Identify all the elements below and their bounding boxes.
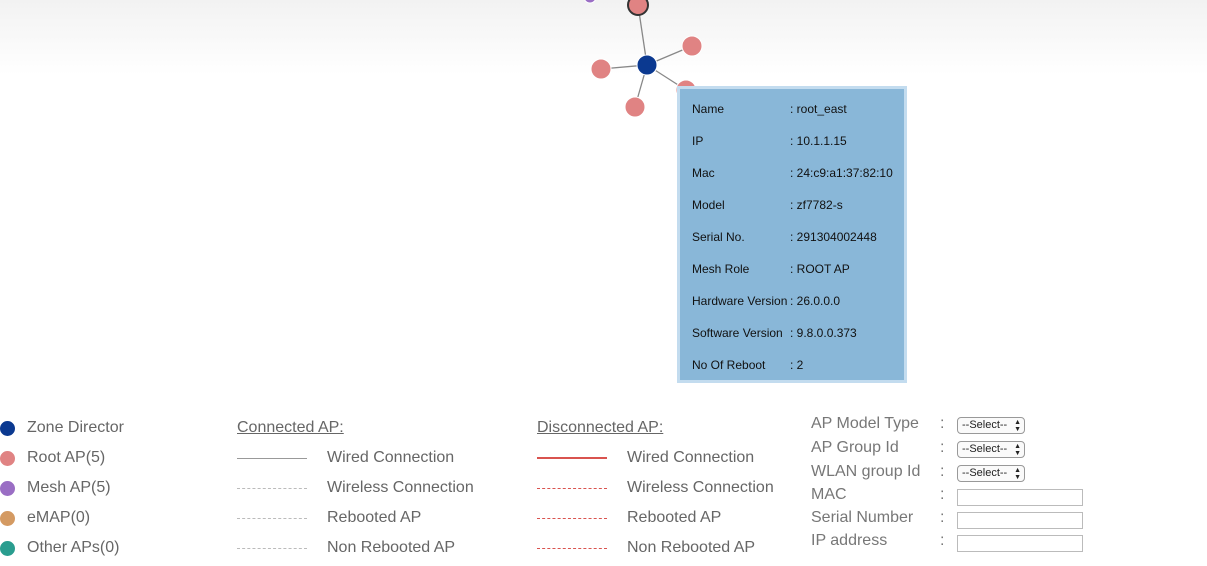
- colon: :: [940, 509, 945, 526]
- mesh-ap-dot-icon: [0, 481, 15, 496]
- colon: :: [940, 439, 945, 456]
- mesh-ap-node[interactable]: [584, 0, 596, 4]
- disconnected-rebooted-label: Rebooted AP: [627, 509, 722, 526]
- connected-non-rebooted-label: Non Rebooted AP: [327, 539, 456, 556]
- select-value: --Select--: [962, 443, 1008, 455]
- colon: :: [940, 463, 945, 480]
- tooltip-value: : 26.0.0.0: [790, 294, 841, 308]
- zone-director-node[interactable]: [636, 54, 658, 76]
- tooltip-value: : ROOT AP: [790, 262, 850, 276]
- colon: :: [940, 532, 945, 549]
- tooltip-label: Serial No.: [692, 230, 745, 244]
- serial-number-input[interactable]: [957, 512, 1083, 529]
- wired-line-icon: [537, 457, 607, 459]
- tooltip-value: : 291304002448: [790, 230, 877, 244]
- connected-wired-label: Wired Connection: [327, 449, 455, 466]
- tooltip-value: : 10.1.1.15: [790, 134, 847, 148]
- ap-group-id-label: AP Group Id: [811, 439, 899, 456]
- select-value: --Select--: [962, 467, 1008, 479]
- root-ap-node[interactable]: [681, 35, 703, 57]
- colon: :: [940, 415, 945, 432]
- tooltip-label: Mesh Role: [692, 262, 750, 276]
- ap-details-tooltip: Name : root_east IP : 10.1.1.15 Mac : 24…: [677, 86, 907, 383]
- wireless-line-icon: [237, 488, 307, 489]
- select-arrows-icon: ▲ ▼: [1014, 443, 1021, 457]
- rebooted-line-icon: [237, 518, 307, 519]
- wired-line-icon: [237, 458, 307, 459]
- wlan-group-id-select[interactable]: --Select-- ▲ ▼: [957, 465, 1025, 482]
- tooltip-label: Model: [692, 198, 725, 212]
- zone-director-dot-icon: [0, 421, 15, 436]
- tooltip-label: Hardware Version: [692, 294, 788, 308]
- disconnected-wired-label: Wired Connection: [627, 449, 755, 466]
- wlan-group-id-label: WLAN group Id: [811, 463, 921, 480]
- non-rebooted-line-icon: [537, 548, 607, 549]
- tooltip-value: : zf7782-s: [790, 198, 843, 212]
- tooltip-label: Name: [692, 102, 725, 116]
- serial-number-label: Serial Number: [811, 509, 914, 526]
- ap-model-type-select[interactable]: --Select-- ▲ ▼: [957, 417, 1025, 434]
- other-ap-dot-icon: [0, 541, 15, 556]
- select-arrows-icon: ▲ ▼: [1014, 419, 1021, 433]
- mac-label: MAC: [811, 486, 847, 503]
- rebooted-line-icon: [537, 518, 607, 519]
- connected-rebooted-label: Rebooted AP: [327, 509, 422, 526]
- root-ap-node[interactable]: [590, 58, 612, 80]
- topology-graph: [584, 0, 703, 118]
- root-ap-node[interactable]: [624, 96, 646, 118]
- tooltip-value: : 2: [790, 358, 804, 372]
- select-value: --Select--: [962, 419, 1008, 431]
- tooltip-label: Mac: [692, 166, 715, 180]
- tooltip-label: No Of Reboot: [692, 358, 766, 372]
- connected-ap-heading: Connected AP:: [237, 419, 344, 436]
- legend-mesh-ap: Mesh AP(5): [27, 479, 111, 496]
- mac-input[interactable]: [957, 489, 1083, 506]
- ip-address-input[interactable]: [957, 535, 1083, 552]
- tooltip-value: : root_east: [790, 102, 847, 116]
- disconnected-wireless-label: Wireless Connection: [627, 479, 774, 496]
- tooltip-label: IP: [692, 134, 704, 148]
- legend-emap: eMAP(0): [27, 509, 91, 526]
- ip-address-label: IP address: [811, 532, 888, 549]
- disconnected-ap-heading: Disconnected AP:: [537, 419, 664, 436]
- connected-wireless-label: Wireless Connection: [327, 479, 474, 496]
- legend-zone-director: Zone Director: [27, 419, 124, 436]
- wireless-line-icon: [537, 488, 607, 489]
- colon: :: [940, 486, 945, 503]
- emap-dot-icon: [0, 511, 15, 526]
- tooltip-label: Software Version: [692, 326, 783, 340]
- ap-model-type-label: AP Model Type: [811, 415, 919, 432]
- select-arrows-icon: ▲ ▼: [1014, 467, 1021, 481]
- legend-other-aps: Other APs(0): [27, 539, 120, 556]
- root-ap-node[interactable]: [627, 0, 649, 16]
- root-ap-dot-icon: [0, 451, 15, 466]
- tooltip-value: : 24:c9:a1:37:82:10: [790, 166, 893, 180]
- legend-root-ap: Root AP(5): [27, 449, 106, 466]
- tooltip-value: : 9.8.0.0.373: [790, 326, 857, 340]
- disconnected-non-rebooted-label: Non Rebooted AP: [627, 539, 756, 556]
- non-rebooted-line-icon: [237, 548, 307, 549]
- ap-group-id-select[interactable]: --Select-- ▲ ▼: [957, 441, 1025, 458]
